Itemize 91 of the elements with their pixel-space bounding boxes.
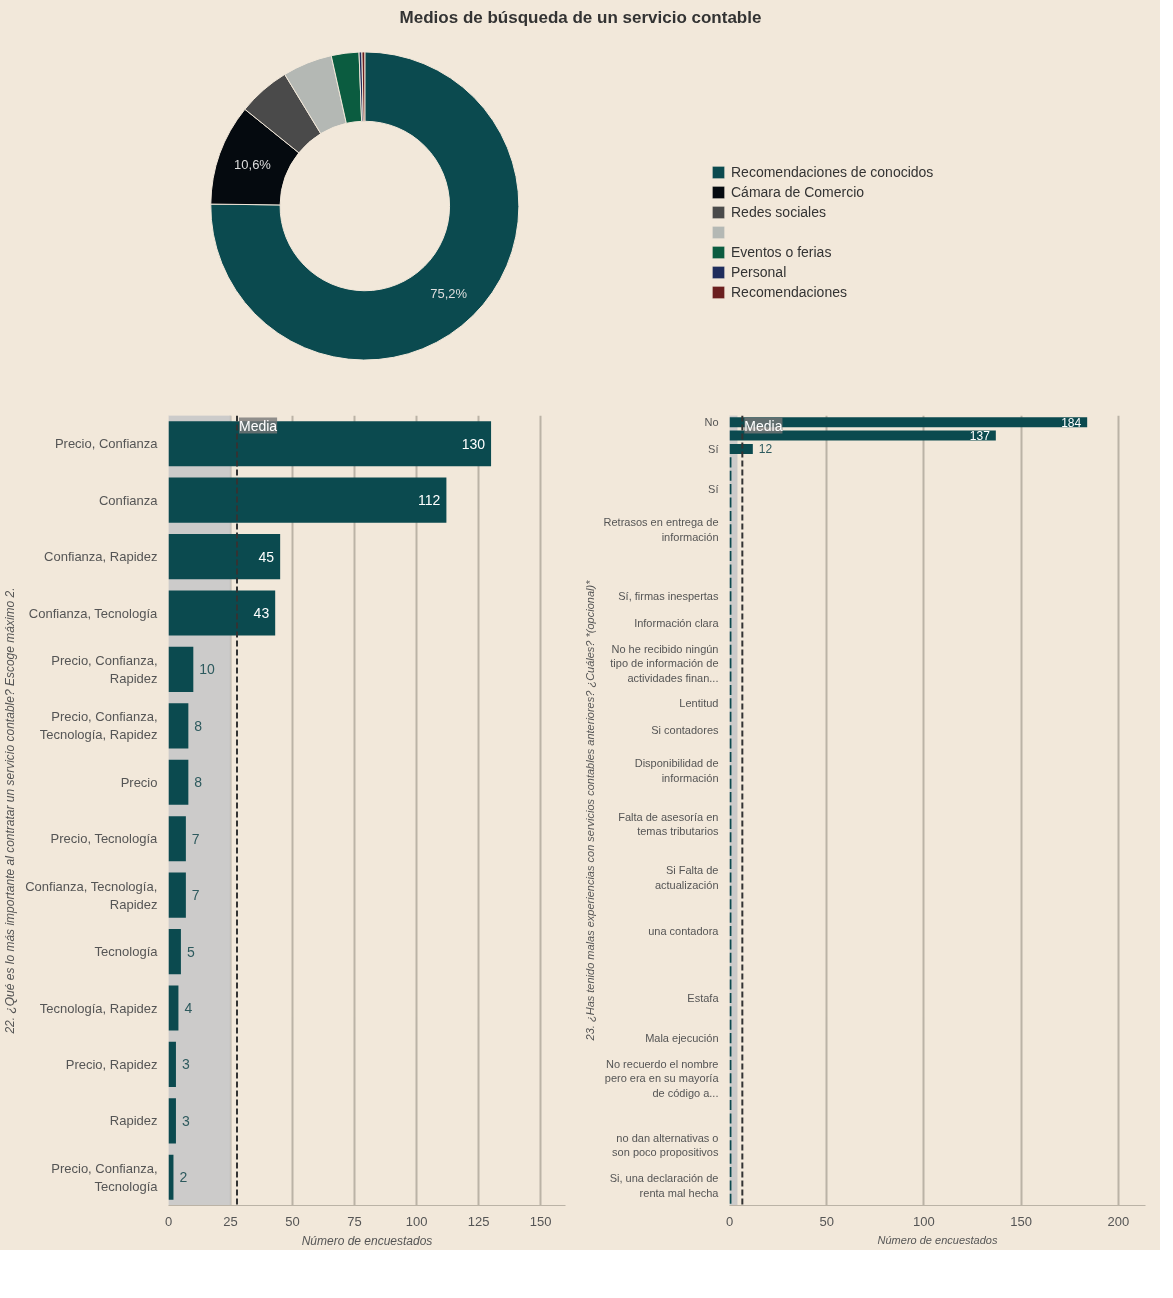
- y-tick-label: Tecnología, Rapidez: [39, 1000, 158, 1016]
- y-tick-label: Disponibilidad de información: [634, 757, 719, 784]
- y-tick-label: No recuerdo el nombre pero era en su mayoría de código a...: [604, 1057, 720, 1099]
- data-label: 130: [461, 435, 486, 452]
- y-tick-label: Si, una declaración de renta mal hecha: [609, 1172, 720, 1199]
- legend-label: Personal: [731, 264, 787, 280]
- y-tick-label: Precio, Rapidez: [65, 1056, 158, 1072]
- y-tick-label: Sí, firmas inespertas: [618, 590, 719, 603]
- y-tick-label: Falta de asesoría en temas tributarios: [618, 810, 719, 838]
- y-tick-label: Rapidez: [109, 1113, 158, 1129]
- y-axis-title: 22. ¿Qué es lo más importante al contratar un servicio contable? Escoge máximo 2.: [3, 587, 18, 1035]
- data-label: 7: [191, 830, 200, 847]
- x-tick-label: 150: [529, 1213, 552, 1229]
- y-tick-label: Precio: [120, 774, 158, 790]
- data-label: 5: [186, 943, 195, 960]
- bar: [168, 534, 281, 580]
- data-label: 184: [1061, 415, 1082, 430]
- bar: [168, 985, 179, 1031]
- x-tick-label: 50: [285, 1213, 300, 1229]
- ref-line-label: Media: [238, 417, 278, 434]
- data-label: 3: [181, 1056, 190, 1073]
- bar: [168, 816, 186, 862]
- x-tick-label: 100: [913, 1213, 935, 1229]
- data-label: 12: [758, 442, 773, 457]
- data-label: 2: [179, 1169, 188, 1186]
- y-tick-label: Estafa: [687, 991, 720, 1004]
- y-tick-label: no dan alternativas o son poco propositivos: [612, 1132, 719, 1159]
- x-tick-label: 0: [725, 1213, 734, 1229]
- y-tick-label: Precio, Confianza: [54, 436, 159, 452]
- bar: [168, 477, 447, 523]
- y-tick-label: No he recibido ningún tipo de información de actividades finan...: [610, 642, 719, 684]
- y-tick-label: Mala ejecución: [645, 1032, 719, 1045]
- data-label: 10: [199, 661, 216, 678]
- y-tick-label: Tecnología: [94, 944, 159, 960]
- data-label: 4: [184, 1000, 193, 1016]
- data-label: 7: [191, 887, 200, 904]
- bar: [168, 703, 189, 749]
- data-label: 45: [258, 548, 275, 565]
- data-label: 75,2%: [430, 285, 468, 301]
- legend-label: Cámara de Comercio: [731, 184, 865, 200]
- y-tick-label: Precio, Tecnología: [50, 831, 159, 847]
- bar: [168, 872, 186, 918]
- y-tick-label: Información clara: [634, 617, 720, 630]
- y-tick-label: Si contadores: [651, 724, 719, 737]
- chart-title: Medios de búsqueda de un servicio contable: [399, 7, 762, 27]
- bar: [729, 430, 996, 441]
- x-tick-label: 150: [1010, 1213, 1032, 1229]
- legend-label: Redes sociales: [731, 204, 826, 220]
- data-label: 3: [181, 1112, 190, 1129]
- data-label: 8: [194, 774, 203, 791]
- bar: [168, 1041, 176, 1087]
- y-tick-label: Lentitud: [679, 697, 719, 710]
- bar: [168, 1098, 176, 1144]
- legend-label: Recomendaciones: [731, 284, 847, 300]
- x-tick-label: 25: [223, 1213, 238, 1229]
- x-tick-label: 200: [1107, 1213, 1130, 1229]
- bar: [168, 590, 276, 636]
- y-tick-label: Precio, Confianza, Tecnología: [51, 1160, 159, 1194]
- bar: [168, 929, 181, 975]
- x-axis-title: Número de encuestados: [301, 1233, 433, 1248]
- legend-label: Eventos o ferias: [731, 244, 832, 260]
- y-tick-label: Si Falta de actualización: [654, 864, 719, 891]
- y-tick-label: una contadora: [648, 925, 720, 938]
- bar: [168, 759, 189, 805]
- bar: [168, 421, 492, 467]
- data-label: 8: [194, 717, 203, 734]
- legend-label: Recomendaciones de conocidos: [731, 164, 934, 180]
- x-tick-label: 100: [405, 1213, 428, 1229]
- data-label: 137: [969, 429, 991, 444]
- y-tick-label: Sí: [708, 442, 719, 455]
- y-tick-label: Retrasos en entrega de información: [603, 516, 719, 543]
- x-tick-label: 125: [467, 1213, 490, 1229]
- y-tick-label: Sí: [708, 483, 719, 496]
- ref-line-label: Media: [744, 417, 783, 434]
- y-tick-label: Confianza, Tecnología, Rapidez: [25, 878, 158, 912]
- y-tick-label: Confianza: [98, 492, 159, 508]
- data-label: 43: [253, 605, 270, 621]
- y-tick-label: Confianza, Tecnología: [28, 605, 159, 621]
- x-tick-label: 50: [819, 1213, 834, 1229]
- y-tick-label: No: [704, 416, 719, 429]
- data-label: 112: [418, 492, 441, 509]
- bar: [168, 646, 194, 692]
- y-axis-title: 23. ¿Has tenido malas experiencias con servicios contables anteriores? ¿Cuáles? *(opcional)*: [583, 579, 596, 1042]
- data-label: 10,6%: [234, 156, 272, 172]
- x-tick-label: 0: [164, 1213, 173, 1229]
- x-tick-label: 75: [347, 1213, 362, 1229]
- y-tick-label: Confianza, Rapidez: [44, 549, 158, 565]
- y-tick-label: Precio, Confianza, Tecnología, Rapidez: [39, 709, 158, 743]
- x-axis-title: Número de encuestados: [877, 1233, 998, 1246]
- bar: [729, 443, 753, 454]
- y-tick-label: Precio, Confianza, Rapidez: [51, 652, 158, 686]
